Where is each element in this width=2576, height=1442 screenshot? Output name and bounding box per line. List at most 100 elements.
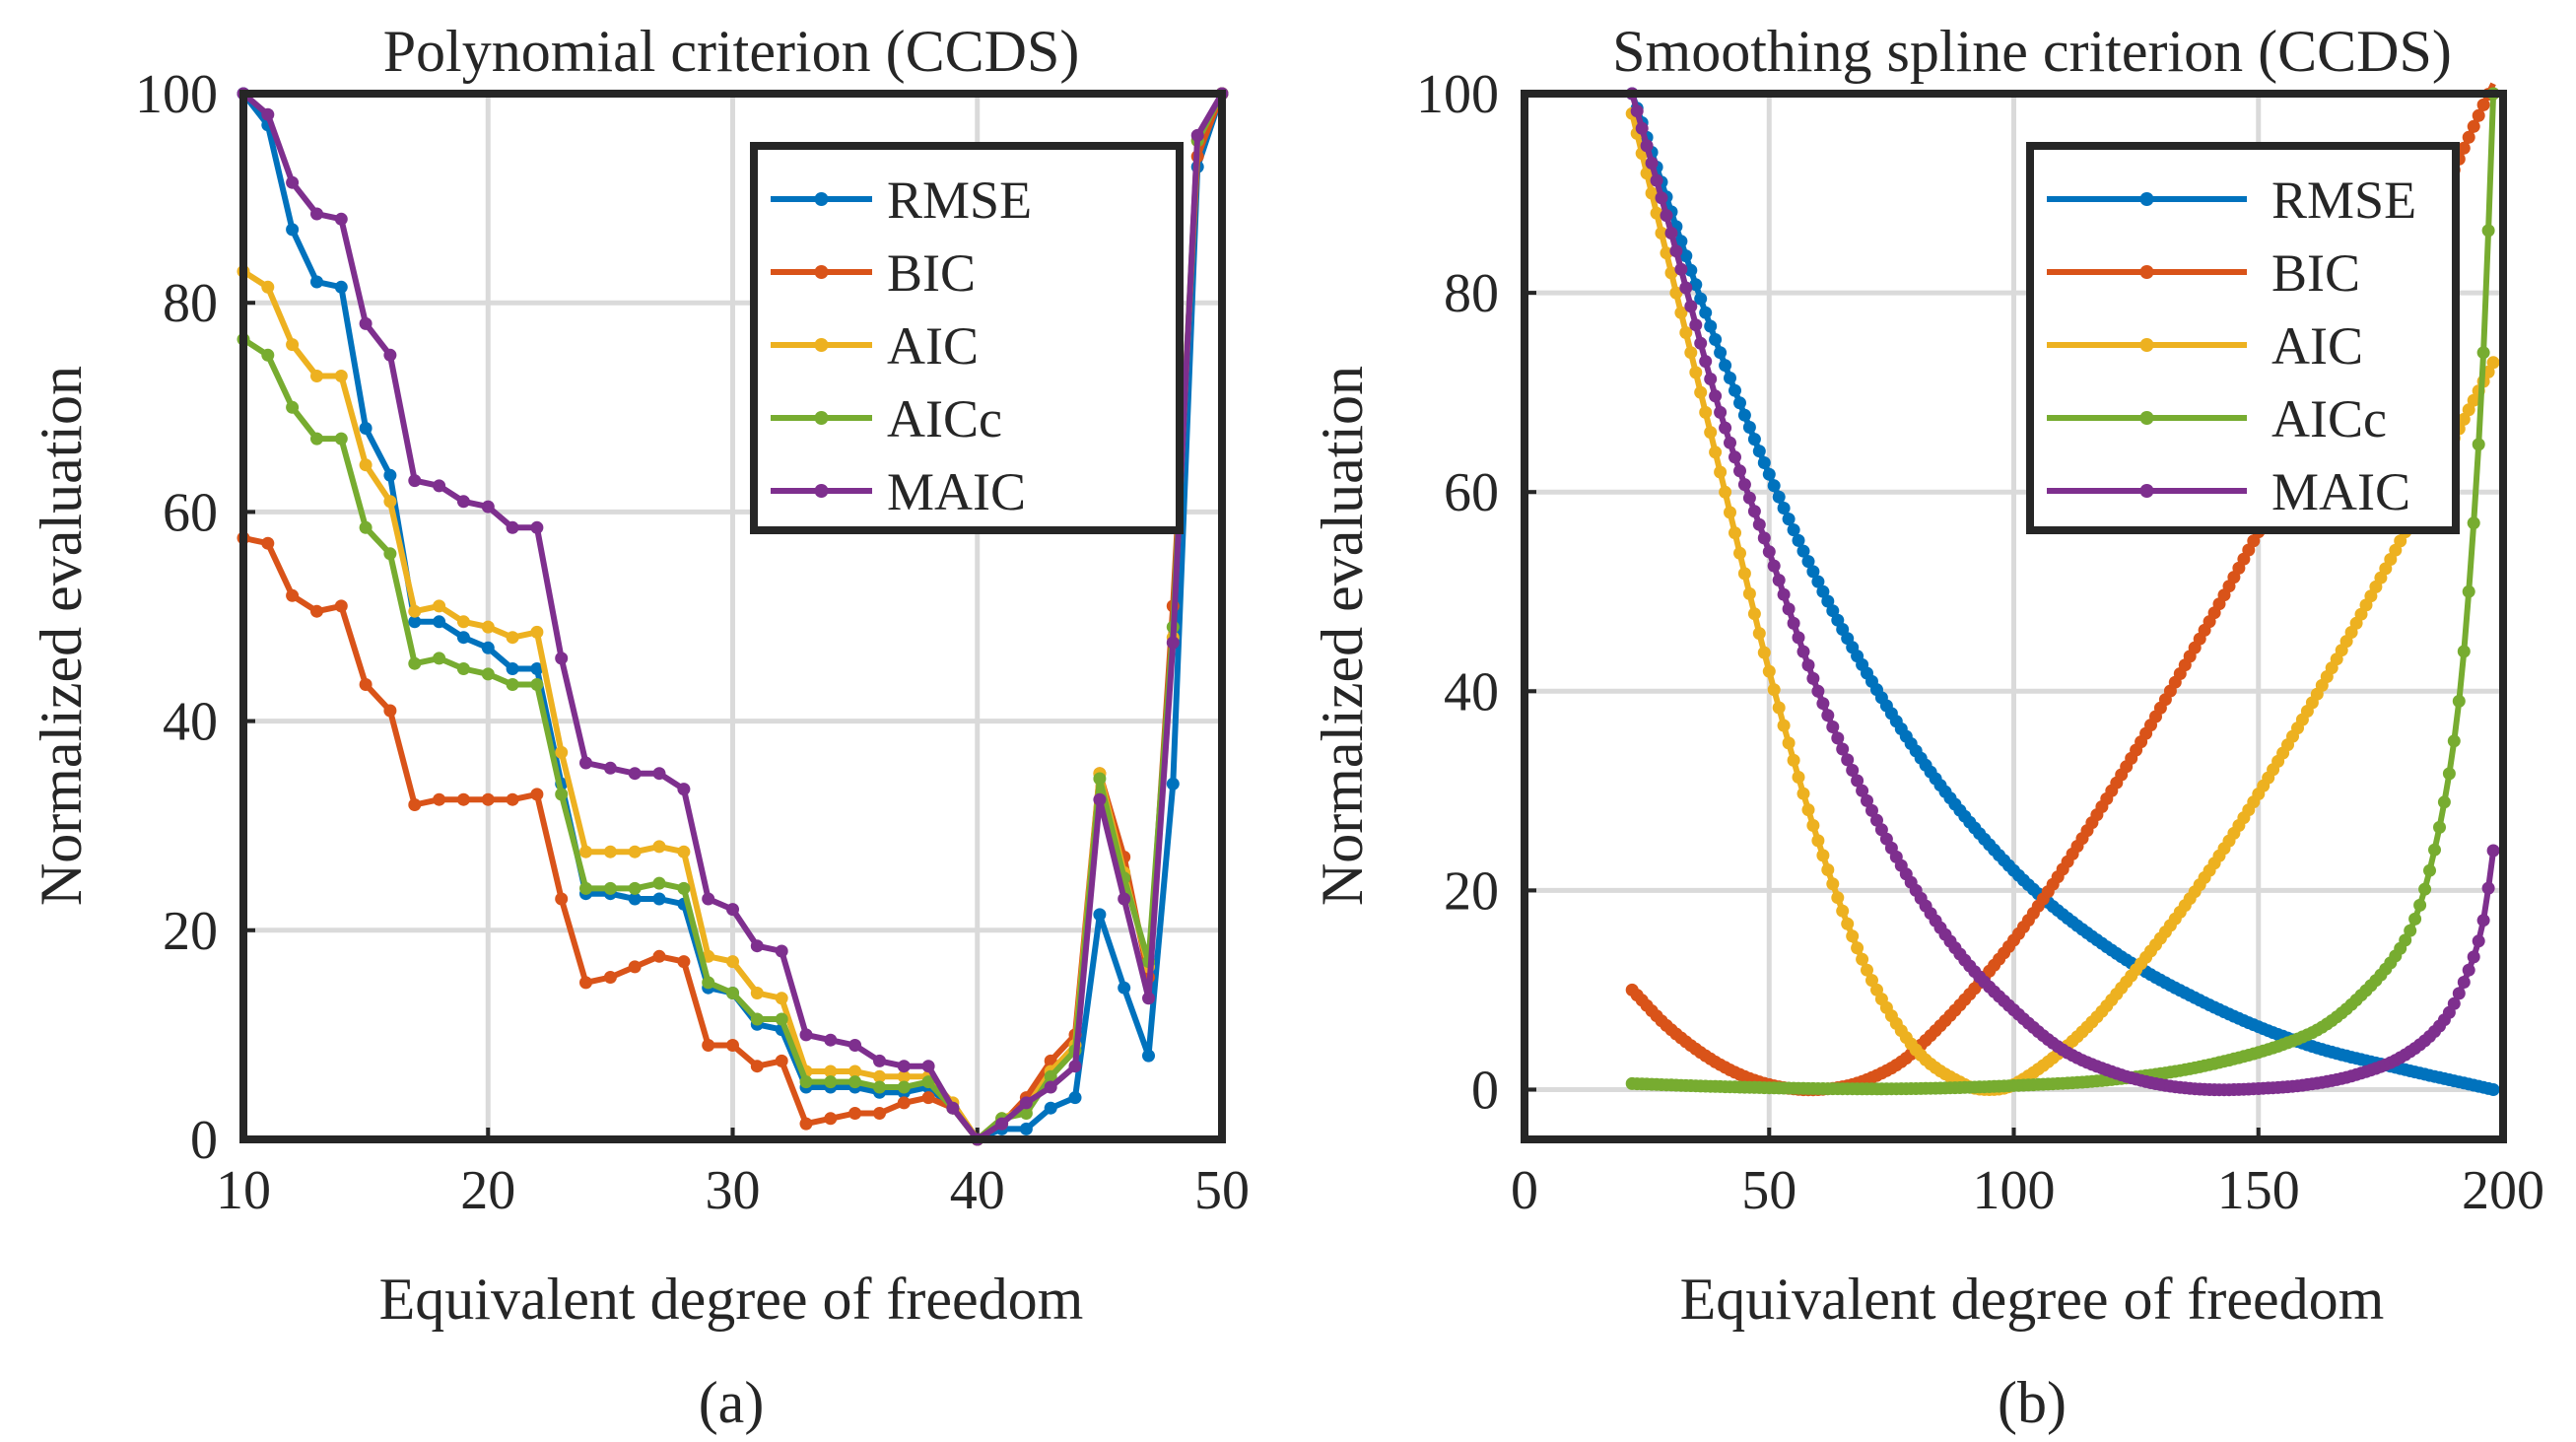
data-point bbox=[1694, 292, 1708, 306]
data-point bbox=[2404, 924, 2417, 937]
data-point bbox=[1811, 834, 1825, 848]
data-point bbox=[702, 976, 715, 990]
data-point bbox=[1044, 1069, 1057, 1083]
data-point bbox=[1664, 227, 1678, 240]
data-point bbox=[506, 678, 519, 691]
data-point bbox=[628, 767, 642, 781]
panel-b-series bbox=[1625, 82, 2500, 1097]
data-point bbox=[848, 1064, 862, 1078]
legend-entry-aic: AIC bbox=[771, 316, 979, 376]
data-point bbox=[1757, 456, 1771, 469]
data-point bbox=[1679, 249, 1693, 263]
data-point bbox=[628, 892, 642, 906]
data-point bbox=[1767, 559, 1781, 573]
legend-swatch-marker bbox=[814, 338, 829, 352]
legend-label: AICc bbox=[2271, 389, 2387, 448]
data-point bbox=[481, 500, 495, 514]
data-point bbox=[1650, 206, 1663, 220]
legend-swatch-marker bbox=[2139, 265, 2154, 279]
series-rmse bbox=[1625, 87, 2500, 1096]
data-point bbox=[2428, 843, 2441, 857]
data-point bbox=[2457, 141, 2471, 155]
data-point bbox=[628, 845, 642, 858]
data-point bbox=[1689, 318, 1703, 332]
panel-a-legend-box bbox=[750, 142, 1184, 534]
data-point bbox=[848, 1039, 862, 1052]
data-point bbox=[1699, 355, 1713, 369]
series-bic bbox=[237, 87, 1229, 1146]
data-point bbox=[1806, 671, 1820, 685]
data-point bbox=[408, 474, 422, 488]
legend-entry-aicc: AICc bbox=[2047, 389, 2387, 448]
data-point bbox=[1796, 787, 1810, 800]
data-point bbox=[702, 892, 715, 906]
caption-a: (a) bbox=[699, 1370, 765, 1435]
data-point bbox=[2472, 438, 2485, 451]
data-point bbox=[775, 1054, 788, 1067]
data-point bbox=[1704, 426, 1718, 440]
series-aicc bbox=[237, 87, 1229, 1146]
data-point bbox=[1787, 523, 1800, 537]
data-point bbox=[1714, 405, 1728, 419]
data-point bbox=[897, 1069, 911, 1083]
data-point bbox=[1704, 373, 1718, 385]
data-point bbox=[261, 280, 275, 294]
data-point bbox=[1826, 721, 1840, 733]
data-point bbox=[873, 1069, 886, 1083]
data-point bbox=[481, 620, 495, 634]
data-point bbox=[408, 798, 422, 811]
y-tick-label: 0 bbox=[1471, 1060, 1499, 1121]
x-tick-label: 0 bbox=[1511, 1160, 1538, 1221]
data-point bbox=[726, 987, 739, 999]
data-point bbox=[1142, 1049, 1155, 1063]
data-point bbox=[555, 745, 569, 759]
data-point bbox=[1645, 186, 1659, 200]
data-point bbox=[1811, 684, 1825, 698]
data-point bbox=[1118, 892, 1131, 906]
data-point bbox=[530, 662, 544, 675]
data-point bbox=[2457, 412, 2471, 426]
data-point bbox=[1729, 526, 1741, 540]
data-point bbox=[1861, 793, 1873, 807]
data-point bbox=[433, 479, 446, 493]
legend-entry-maic: MAIC bbox=[2047, 462, 2410, 521]
data-point bbox=[1772, 490, 1786, 504]
data-point bbox=[1752, 517, 1766, 531]
data-point bbox=[310, 207, 323, 221]
data-point bbox=[652, 840, 666, 854]
data-point bbox=[2476, 346, 2490, 360]
data-point bbox=[2457, 645, 2471, 658]
data-point bbox=[334, 370, 348, 382]
data-point bbox=[1787, 616, 1800, 630]
data-point bbox=[383, 348, 397, 362]
data-point bbox=[334, 280, 348, 294]
panel-b-legend-box bbox=[2026, 142, 2460, 534]
data-point bbox=[579, 881, 592, 895]
data-point bbox=[1792, 771, 1805, 784]
data-point bbox=[1684, 346, 1698, 360]
data-point bbox=[456, 662, 470, 675]
data-point bbox=[652, 876, 666, 890]
data-point bbox=[2476, 98, 2490, 111]
panel-a-y-label: Normalized evaluation bbox=[29, 366, 94, 906]
y-tick-label: 60 bbox=[1444, 462, 1499, 523]
data-point bbox=[652, 949, 666, 963]
data-point bbox=[2486, 356, 2500, 370]
panel-b-y-ticks: 0 20 40 60 80 100 bbox=[1416, 64, 1536, 1121]
data-point bbox=[408, 615, 422, 629]
data-point bbox=[1655, 191, 1668, 205]
panel-a-polynomial: Polynomial criterion (CCDS) 10 20 30 40 50 0… bbox=[29, 19, 1250, 1435]
data-point bbox=[2437, 795, 2451, 809]
data-point bbox=[2467, 516, 2480, 530]
data-point bbox=[2399, 933, 2412, 947]
panel-b-x-ticks: 0 50 100 150 200 bbox=[1511, 1128, 2544, 1221]
legend-entry-rmse: RMSE bbox=[2047, 171, 2416, 230]
data-point bbox=[1762, 467, 1776, 481]
series-aic bbox=[1625, 106, 2500, 1096]
data-point bbox=[946, 1101, 960, 1115]
data-point bbox=[628, 960, 642, 974]
data-point bbox=[603, 881, 617, 895]
data-point bbox=[481, 641, 495, 654]
data-point bbox=[579, 976, 592, 990]
data-point bbox=[1816, 697, 1830, 711]
